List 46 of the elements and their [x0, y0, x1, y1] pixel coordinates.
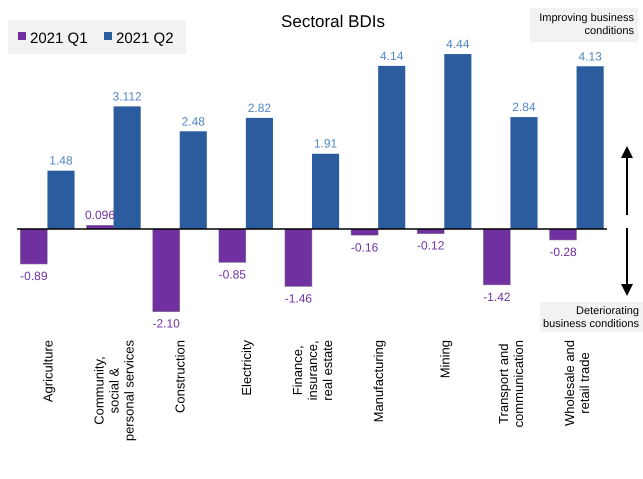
x-tick-label: Mining [437, 340, 452, 378]
data-label: 4.13 [578, 49, 602, 64]
legend-label: 2021 Q2 [116, 30, 174, 47]
bar [180, 131, 207, 229]
x-tick-label: Agriculture [40, 340, 56, 402]
data-label: 2.82 [248, 100, 272, 115]
bar [549, 228, 577, 240]
bar [47, 170, 75, 229]
data-label: 2.48 [182, 114, 206, 128]
chart-title: Sectoral BDIs [281, 12, 385, 31]
bar [378, 66, 406, 229]
annotation: Deteriorating business conditions [542, 305, 640, 330]
data-label: 4.44 [446, 37, 470, 52]
data-label: -1.46 [284, 292, 312, 306]
x-tick-label: Construction [172, 340, 188, 413]
data-label: -1.42 [483, 290, 511, 304]
bar [114, 106, 141, 229]
data-label: -2.10 [152, 316, 180, 331]
bar [510, 117, 538, 229]
bar [20, 228, 48, 264]
data-label: 3.112 [112, 89, 142, 104]
data-label: -0.85 [218, 267, 246, 282]
bar [444, 54, 472, 229]
bar [312, 154, 340, 229]
data-label: 4.14 [380, 48, 404, 63]
data-label: -0.16 [350, 240, 379, 254]
bar [152, 228, 180, 312]
bar [284, 228, 312, 287]
data-label: 1.91 [314, 136, 338, 151]
x-tick-label: Community, social & personal services [92, 340, 137, 442]
data-label: -0.89 [20, 269, 48, 284]
x-tick-label: Transport and communication [496, 340, 526, 428]
bar [246, 118, 273, 229]
bar [218, 228, 246, 263]
text: Improving business conditions [539, 12, 634, 37]
legend-label: 2021 Q1 [30, 30, 88, 47]
data-label: -0.28 [549, 245, 578, 260]
bar [576, 66, 604, 229]
x-tick-label: Manufacturing [371, 340, 386, 422]
data-label: 2.84 [512, 100, 536, 114]
x-tick-label: Electricity [238, 340, 254, 396]
data-label: -0.12 [417, 238, 445, 253]
x-tick-label: Finance, insurance, real estate [290, 340, 335, 401]
data-label: 1.48 [49, 154, 73, 168]
x-tick-label: Wholesale and retail trade [562, 340, 592, 426]
bar [483, 228, 511, 286]
